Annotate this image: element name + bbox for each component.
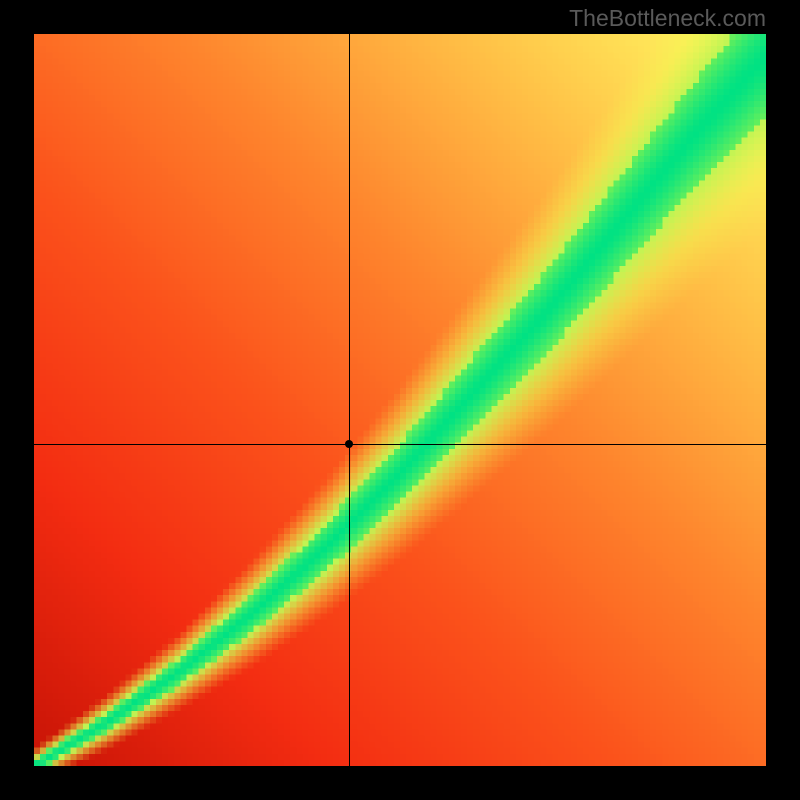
crosshair-horizontal [34, 444, 766, 445]
chart-frame: TheBottleneck.com [0, 0, 800, 800]
crosshair-marker [345, 440, 353, 448]
crosshair-vertical [349, 34, 350, 766]
bottleneck-heatmap [34, 34, 766, 766]
watermark-text: TheBottleneck.com [569, 5, 766, 32]
